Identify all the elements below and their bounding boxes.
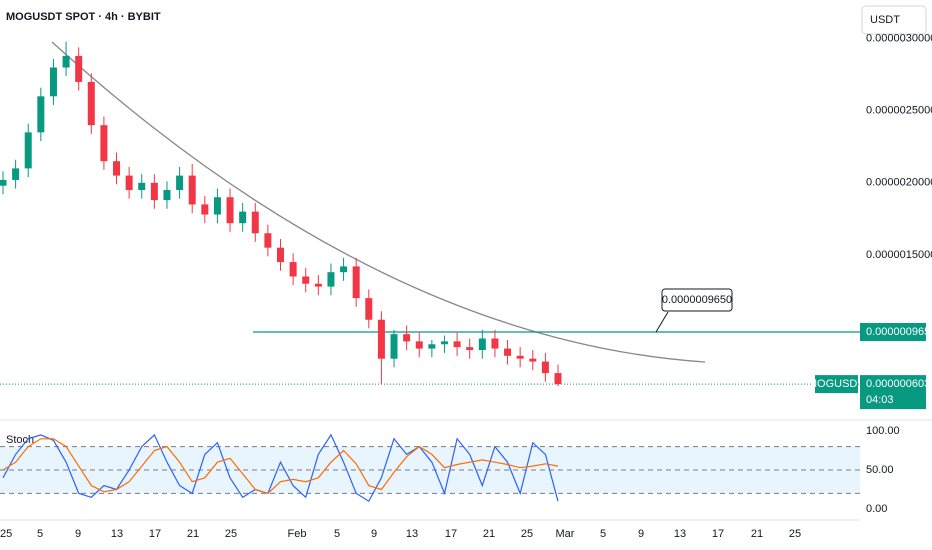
candle-body bbox=[24, 132, 32, 169]
x-tick-label: 5 bbox=[37, 528, 43, 540]
x-tick-label: 25 bbox=[225, 528, 237, 540]
countdown: 04:03 bbox=[866, 394, 894, 406]
candle-body bbox=[176, 175, 184, 191]
candle-body bbox=[327, 272, 335, 287]
candle-body bbox=[12, 168, 20, 180]
candle-body bbox=[428, 344, 436, 349]
level-tag bbox=[860, 323, 926, 342]
symbol-tag-label: MOGUSDT bbox=[808, 378, 865, 390]
y-tick-label: 0.0000015000 bbox=[866, 249, 932, 261]
x-tick-label: 21 bbox=[187, 528, 199, 540]
callout-pointer bbox=[655, 311, 669, 333]
x-tick-label: 9 bbox=[638, 528, 644, 540]
stoch-title: Stoch bbox=[6, 434, 34, 446]
candle-body bbox=[314, 283, 322, 287]
chart-title: MOGUSDT SPOT · 4h · BYBIT bbox=[6, 11, 161, 23]
candle-body bbox=[554, 373, 562, 385]
candle-body bbox=[251, 211, 259, 234]
symbol-tag bbox=[815, 375, 858, 394]
currency-button[interactable] bbox=[861, 5, 927, 35]
candle-body bbox=[62, 55, 70, 68]
x-tick-label: 9 bbox=[371, 528, 377, 540]
candle-body bbox=[491, 338, 499, 349]
candle-body bbox=[541, 361, 549, 374]
x-tick-label: 13 bbox=[674, 528, 686, 540]
x-tick-label: 17 bbox=[712, 528, 724, 540]
candle-body bbox=[302, 276, 310, 284]
x-tick-label: 17 bbox=[149, 528, 161, 540]
y-tick-label: 0.0000020000 bbox=[866, 177, 932, 189]
level-tag-label: 0.0000009650 bbox=[866, 326, 932, 338]
price-tag-label: 0.0000006036 bbox=[866, 378, 932, 390]
candle-body bbox=[87, 81, 95, 126]
candle-body bbox=[390, 334, 398, 359]
price-tag bbox=[860, 375, 926, 410]
candle-body bbox=[415, 341, 423, 349]
x-tick-label: Mar bbox=[556, 528, 575, 540]
y-tick-label: 0.0000030000 bbox=[866, 33, 932, 45]
callout-box bbox=[661, 288, 733, 312]
stoch-tick-label: 0.00 bbox=[866, 503, 887, 515]
candle-body bbox=[264, 233, 272, 248]
x-tick-label: 25 bbox=[789, 528, 801, 540]
stoch-line bbox=[2, 433, 559, 503]
stoch-line bbox=[2, 438, 559, 495]
candle-body bbox=[201, 204, 209, 215]
x-tick-label: 13 bbox=[406, 528, 418, 540]
candle-body bbox=[125, 175, 133, 191]
y-tick-label: 0.0000025000 bbox=[866, 105, 932, 117]
candle-body bbox=[504, 348, 512, 356]
x-tick-label: 9 bbox=[75, 528, 81, 540]
candle-body bbox=[529, 358, 537, 362]
candle-body bbox=[49, 67, 57, 97]
candle-body bbox=[226, 197, 234, 224]
candle-body bbox=[239, 211, 247, 224]
x-tick-label: 5 bbox=[334, 528, 340, 540]
trend-curve bbox=[51, 41, 706, 363]
candle-body bbox=[0, 179, 7, 186]
candle-body bbox=[453, 341, 461, 348]
candle-body bbox=[403, 334, 411, 342]
candle-body bbox=[440, 341, 448, 345]
x-tick-label: 5 bbox=[600, 528, 606, 540]
candle-body bbox=[466, 347, 474, 351]
candle-body bbox=[138, 182, 146, 191]
candle-body bbox=[213, 197, 221, 215]
stoch-tick-label: 100.00 bbox=[866, 425, 900, 437]
x-tick-label: Feb bbox=[288, 528, 307, 540]
candle-body bbox=[113, 161, 121, 176]
x-tick-label: 13 bbox=[111, 528, 123, 540]
callout-label: 0.0000009650 bbox=[662, 294, 732, 306]
candle-body bbox=[478, 338, 486, 351]
x-tick-label: 17 bbox=[445, 528, 457, 540]
candle-body bbox=[37, 96, 45, 133]
candle-body bbox=[352, 266, 360, 299]
candle-body bbox=[377, 319, 385, 359]
candle-body bbox=[100, 125, 108, 162]
candle-body bbox=[75, 55, 83, 82]
candle-body bbox=[188, 175, 196, 205]
candle-body bbox=[277, 247, 284, 263]
stoch-band bbox=[0, 446, 860, 494]
candle-body bbox=[516, 355, 524, 359]
currency-label[interactable]: USDT bbox=[870, 14, 900, 26]
candle-body bbox=[340, 266, 348, 273]
candle-body bbox=[163, 190, 171, 201]
x-tick-label: 21 bbox=[483, 528, 495, 540]
x-tick-label: 25 bbox=[521, 528, 533, 540]
candle-body bbox=[365, 298, 373, 320]
x-tick-label: 2025 bbox=[0, 528, 12, 540]
x-tick-label: 21 bbox=[751, 528, 763, 540]
stoch-tick-label: 50.00 bbox=[866, 464, 894, 476]
candle-body bbox=[150, 182, 158, 201]
candle-body bbox=[289, 262, 297, 277]
